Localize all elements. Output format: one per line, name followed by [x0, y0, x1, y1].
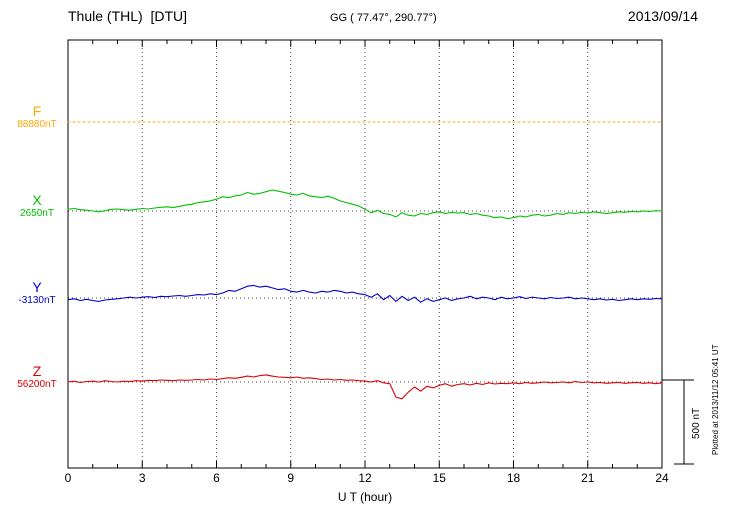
- series-letter-f: F: [32, 103, 42, 119]
- scale-bar-label: 500 nT: [691, 407, 702, 439]
- series-baseline-x: 2650nT: [20, 208, 54, 220]
- series-baseline-f: 88880nT: [17, 119, 57, 131]
- series-label-y: Y -3130nT: [8, 279, 66, 307]
- x-tick-label: 3: [138, 471, 146, 485]
- x-tick-label: 6: [213, 471, 220, 485]
- trace-x: [67, 189, 663, 220]
- station-title: Thule (THL) [DTU]: [68, 8, 188, 24]
- series-label-x: X 2650nT: [8, 192, 66, 220]
- series-baseline-y: -3130nT: [18, 295, 56, 307]
- x-axis-title: U T (hour): [337, 490, 393, 504]
- series-letter-x: X: [32, 192, 42, 208]
- x-tick-label: 18: [506, 471, 521, 485]
- series-letter-y: Y: [32, 279, 42, 295]
- series-letter-z: Z: [32, 363, 42, 379]
- x-tick-label: 12: [358, 471, 372, 485]
- x-tick-label: 24: [655, 471, 669, 485]
- x-tick-label: 21: [581, 471, 595, 485]
- trace-y: [67, 284, 663, 303]
- geographic-coords: GG ( 77.47°, 290.77°): [330, 12, 437, 24]
- plotted-at-note: Plotted at 2013/11/12 05:41 UT: [711, 344, 720, 456]
- series-baseline-z: 56200nT: [17, 379, 57, 391]
- series-label-f: F 88880nT: [8, 103, 66, 131]
- x-tick-label: 0: [64, 471, 72, 485]
- series-label-z: Z 56200nT: [8, 363, 66, 391]
- observation-date: 2013/09/14: [627, 8, 698, 24]
- x-tick-label: 9: [287, 471, 295, 485]
- x-tick-label: 15: [432, 471, 446, 485]
- trace-z: [67, 374, 663, 400]
